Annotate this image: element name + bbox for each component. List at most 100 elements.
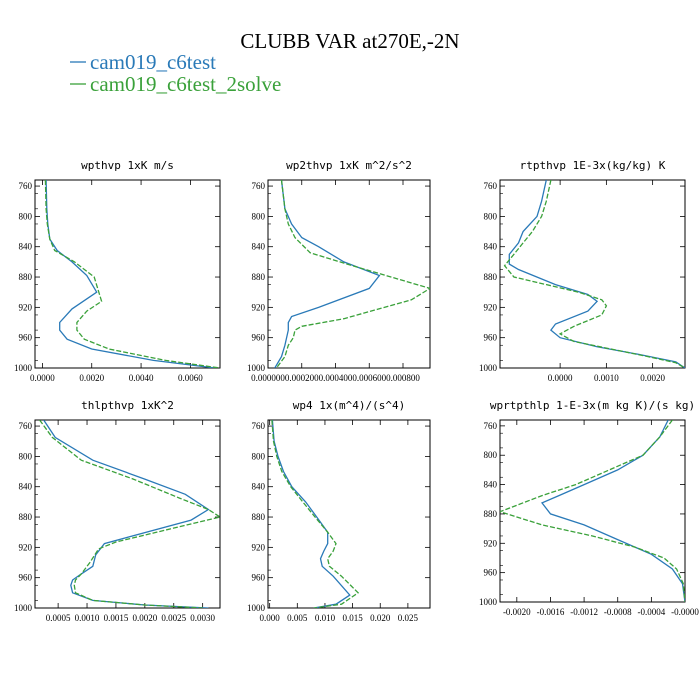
panel-title: wp2thvp 1xK m^2/s^2 [286, 159, 412, 172]
series-line-c6test [43, 420, 210, 608]
y-tick-label: 920 [252, 302, 266, 312]
x-tick-label: 0.020 [370, 613, 391, 623]
series-line-c6test [508, 180, 685, 368]
series-line-c6test [271, 420, 351, 608]
panel-2: wp2thvp 1xK m^2/s^2 760 800 840 880 920 960 100… [247, 159, 431, 383]
x-tick-label: 0.000200 [285, 373, 319, 383]
x-tick-label: 0.0010 [75, 613, 100, 623]
x-tick-label: -0.0004 [637, 607, 665, 617]
panel-6: wprtpthlp 1-E-3x(m kg K)/(s kg) 760 800 840… [479, 399, 699, 617]
plot-frame [34, 419, 221, 609]
plot-frame [267, 179, 431, 369]
y-tick-label: 920 [19, 302, 33, 312]
y-tick-label: 760 [252, 181, 266, 191]
y-tick-label: 760 [19, 421, 33, 431]
series-line-c6test [274, 180, 381, 368]
figure-title: CLUBB VAR at270E,-2N [240, 29, 459, 53]
y-tick-label: 1000 [479, 363, 498, 373]
y-tick-label: 960 [484, 568, 498, 578]
x-tick-label: -0.0008 [604, 607, 632, 617]
y-tick-label: 1000 [247, 363, 266, 373]
y-tick-label: 760 [19, 181, 33, 191]
x-tick-label: 0.005 [287, 613, 308, 623]
panel-title: rtpthvp 1E-3x(kg/kg) K [520, 159, 666, 172]
series-line-c6test-2solve [271, 420, 360, 608]
y-tick-label: 880 [484, 509, 498, 519]
plot-frame [499, 179, 686, 369]
x-tick-label: 0.000800 [386, 373, 420, 383]
x-tick-label: 0.0020 [79, 373, 104, 383]
panel-1: wpthvp 1xK m/s76080084088092096010000.00… [14, 159, 221, 383]
panel-title: wpthvp 1xK m/s [81, 159, 174, 172]
x-tick-label: 0.0015 [104, 613, 129, 623]
y-tick-label: 1000 [247, 603, 266, 613]
panel-4: thlpthvp 1xK^2 760 800 840 880 920 960 1000 0.00… [14, 399, 221, 623]
y-tick-label: 760 [252, 421, 266, 431]
panels: wpthvp 1xK m/s76080084088092096010000.00… [14, 159, 699, 623]
x-tick-label: 0.000 [260, 613, 281, 623]
y-tick-label: 920 [484, 538, 498, 548]
series-line-c6test-2solve [503, 180, 685, 368]
y-tick-label: 760 [484, 421, 498, 431]
y-tick-label: 880 [484, 272, 498, 282]
x-tick-label: 0.0020 [132, 613, 157, 623]
panel-3: rtpthvp 1E-3x(kg/kg) K 760 800 840 880 920 960… [479, 159, 686, 383]
y-tick-label: 960 [252, 573, 266, 583]
y-tick-label: 960 [252, 333, 266, 343]
y-tick-label: 840 [484, 242, 498, 252]
legend-label-2: cam019_c6test_2solve [90, 72, 281, 96]
y-tick-label: 800 [484, 211, 498, 221]
y-tick-label: 800 [19, 211, 33, 221]
y-tick-label: 760 [484, 181, 498, 191]
y-tick-label: 920 [484, 302, 498, 312]
x-tick-label: 0.010 [315, 613, 336, 623]
x-tick-label: 0.0060 [178, 373, 203, 383]
y-tick-label: 1000 [479, 597, 498, 607]
x-tick-label: 0.0040 [129, 373, 154, 383]
panel-title: wp4 1x(m^4)/(s^4) [293, 399, 406, 412]
y-tick-label: 880 [19, 512, 33, 522]
series-line-c6test [45, 180, 216, 368]
y-tick-label: 920 [19, 542, 33, 552]
legend: cam019_c6test cam019_c6test_2solve [70, 50, 281, 96]
y-tick-label: 840 [19, 242, 33, 252]
x-tick-label: -0.0012 [570, 607, 598, 617]
y-tick-label: 1000 [14, 603, 33, 613]
panel-title: wprtpthlp 1-E-3x(m kg K)/(s kg) [490, 399, 695, 412]
series-line-c6test-2solve [275, 180, 430, 368]
y-tick-label: 920 [252, 542, 266, 552]
x-tick-label: 0.0005 [46, 613, 71, 623]
x-tick-label: 0.015 [342, 613, 363, 623]
y-tick-label: 800 [252, 211, 266, 221]
y-tick-label: 960 [484, 333, 498, 343]
y-tick-label: 800 [252, 451, 266, 461]
x-tick-label: 0.0020 [640, 373, 665, 383]
series-line-c6test-2solve [44, 180, 220, 368]
x-tick-label: 0.0000 [30, 373, 55, 383]
x-tick-label: 0.000400 [319, 373, 353, 383]
x-tick-label: 0.0000 [548, 373, 573, 383]
plot-frame [34, 179, 221, 369]
x-tick-label: -0.0016 [537, 607, 565, 617]
y-tick-label: 840 [252, 242, 266, 252]
y-tick-label: 880 [252, 272, 266, 282]
y-tick-label: 840 [19, 482, 33, 492]
y-tick-label: 1000 [14, 363, 33, 373]
panel-title: thlpthvp 1xK^2 [81, 399, 174, 412]
y-tick-label: 800 [484, 450, 498, 460]
series-line-c6test-2solve [500, 420, 685, 602]
x-tick-label: 0.000000 [251, 373, 285, 383]
x-tick-label: 0.0030 [190, 613, 215, 623]
panel-5: wp4 1x(m^4)/(s^4)76080084088092096010000… [247, 399, 431, 623]
x-tick-label: 0.0025 [161, 613, 186, 623]
series-line-c6test [540, 420, 685, 602]
x-tick-label: 0.000600 [352, 373, 386, 383]
y-tick-label: 960 [19, 333, 33, 343]
x-tick-label: -0.0000 [671, 607, 699, 617]
y-tick-label: 960 [19, 573, 33, 583]
plot-frame [267, 419, 431, 609]
plot-frame [499, 419, 686, 603]
legend-label-1: cam019_c6test [90, 50, 216, 74]
series-line-c6test-2solve [39, 420, 220, 608]
